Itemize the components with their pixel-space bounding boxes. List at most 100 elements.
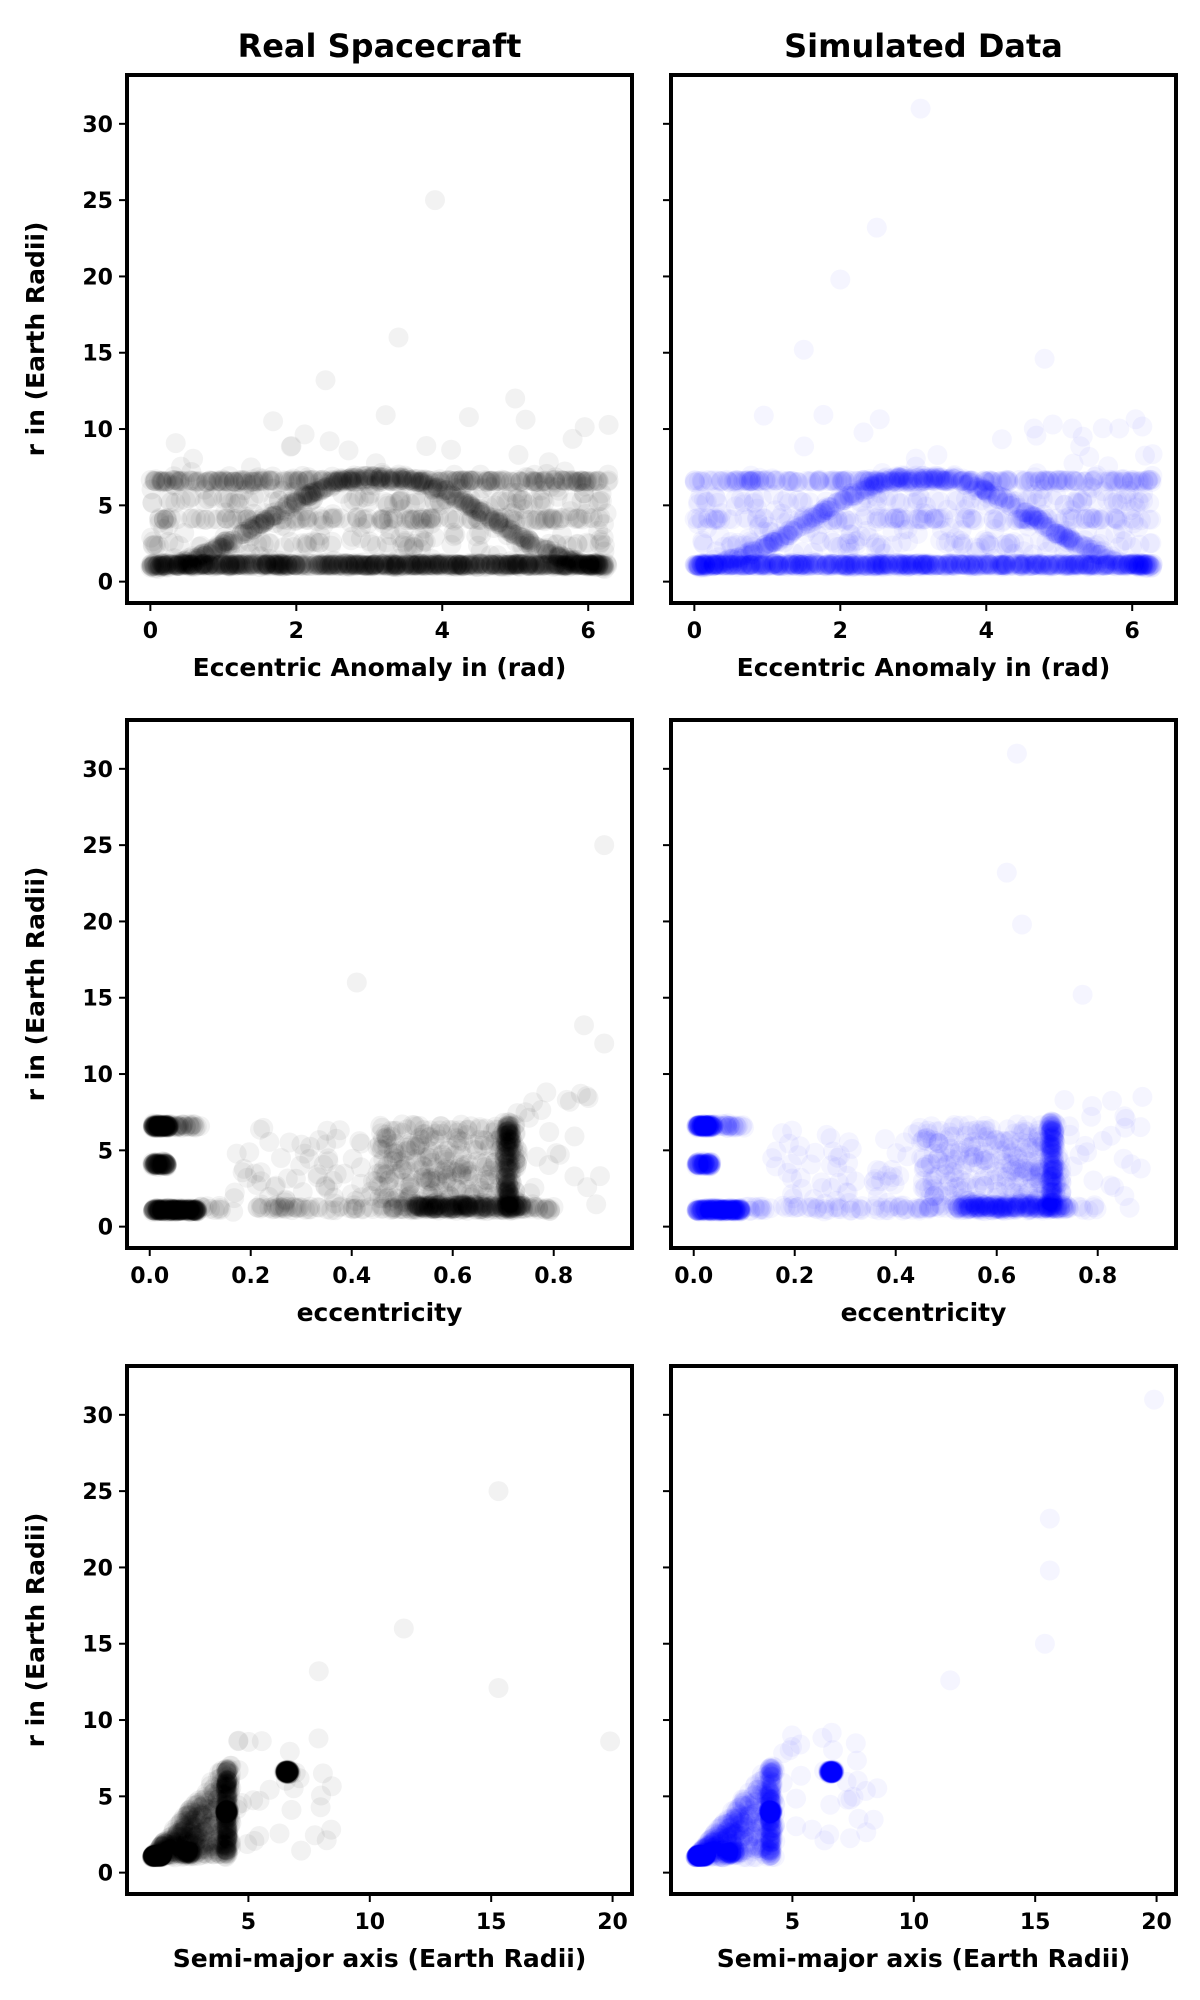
data-point: [522, 470, 543, 491]
data-point: [161, 554, 182, 574]
data-point: [833, 553, 854, 574]
data-point: [268, 490, 289, 511]
data-point: [214, 554, 235, 575]
data-point: [591, 532, 612, 553]
data-point: [484, 554, 505, 575]
data-point: [377, 493, 398, 514]
data-point: [214, 534, 235, 555]
data-point: [373, 554, 394, 575]
data-point: [792, 554, 813, 575]
data-point: [580, 554, 601, 575]
data-point: [352, 554, 373, 575]
data-point: [220, 553, 241, 574]
data-point: [578, 494, 599, 515]
data-point: [159, 554, 180, 575]
data-point: [331, 472, 352, 493]
data-point: [489, 555, 510, 576]
data-point: [413, 474, 434, 495]
data-point: [421, 507, 442, 528]
data-point: [488, 509, 509, 530]
data-point: [578, 554, 599, 575]
data-point: [223, 471, 244, 492]
data-point: [141, 556, 162, 577]
data-point: [352, 555, 373, 575]
data-point: [582, 553, 603, 574]
data-point: [475, 553, 496, 574]
data-point: [329, 468, 350, 489]
data-point: [485, 495, 506, 516]
data-point: [453, 491, 474, 512]
data-point: [497, 557, 518, 578]
data-point: [214, 531, 235, 552]
data-point: [302, 484, 323, 505]
data-point: [363, 466, 384, 487]
data-point: [268, 553, 289, 574]
data-point: [781, 552, 802, 573]
data-point: [148, 558, 169, 579]
data-point: [360, 483, 381, 504]
column-title: Simulated Data: [784, 27, 1063, 65]
data-point: [479, 471, 500, 492]
data-point: [417, 509, 438, 530]
data-point: [303, 488, 324, 509]
data-point: [212, 469, 233, 490]
data-point: [791, 554, 812, 575]
data-point: [193, 553, 214, 574]
data-point: [213, 553, 234, 574]
data-point: [459, 555, 479, 576]
data-point: [346, 555, 366, 576]
data-point: [570, 555, 591, 576]
data-point: [207, 471, 227, 492]
data-point: [311, 480, 332, 501]
data-point: [530, 495, 551, 516]
data-point: [182, 508, 203, 529]
data-point: [233, 553, 254, 574]
data-point: [376, 555, 397, 576]
data-point: [351, 517, 372, 538]
data-point: [437, 554, 458, 575]
data-point: [401, 555, 422, 576]
data-point: [404, 468, 424, 489]
data-point: [263, 505, 284, 526]
data-point: [400, 470, 421, 490]
data-point: [329, 553, 350, 574]
data-point: [167, 555, 188, 576]
data-point: [467, 556, 488, 577]
data-point: [444, 526, 464, 547]
data-point: [280, 553, 301, 574]
data-point: [552, 470, 573, 491]
data-point: [364, 554, 385, 575]
data-point: [429, 507, 450, 528]
data-point: [430, 471, 451, 492]
data-point: [455, 554, 476, 575]
data-point: [373, 554, 394, 575]
data-point: [403, 470, 424, 491]
data-point: [235, 470, 256, 491]
data-point: [309, 469, 330, 490]
data-point: [545, 555, 566, 576]
data-point: [436, 470, 456, 491]
data-point: [357, 513, 378, 534]
data-point: [155, 556, 176, 577]
data-point: [483, 518, 504, 538]
data-point: [255, 509, 276, 530]
data-point: [148, 555, 168, 576]
data-point: [230, 487, 250, 508]
data-point: [187, 548, 208, 569]
data-point: [159, 555, 180, 576]
data-point: [490, 490, 511, 511]
data-point: [423, 479, 443, 500]
data-point: [476, 555, 497, 576]
data-point: [321, 535, 342, 556]
data-point: [179, 488, 200, 509]
data-point: [370, 467, 391, 488]
data-point: [423, 473, 444, 494]
data-point: [536, 555, 557, 575]
data-point: [540, 545, 561, 566]
data-point: [323, 554, 344, 575]
data-point: [458, 472, 479, 493]
data-point: [270, 555, 291, 576]
data-point: [186, 547, 207, 568]
data-point: [944, 553, 965, 574]
data-point: [502, 520, 523, 541]
